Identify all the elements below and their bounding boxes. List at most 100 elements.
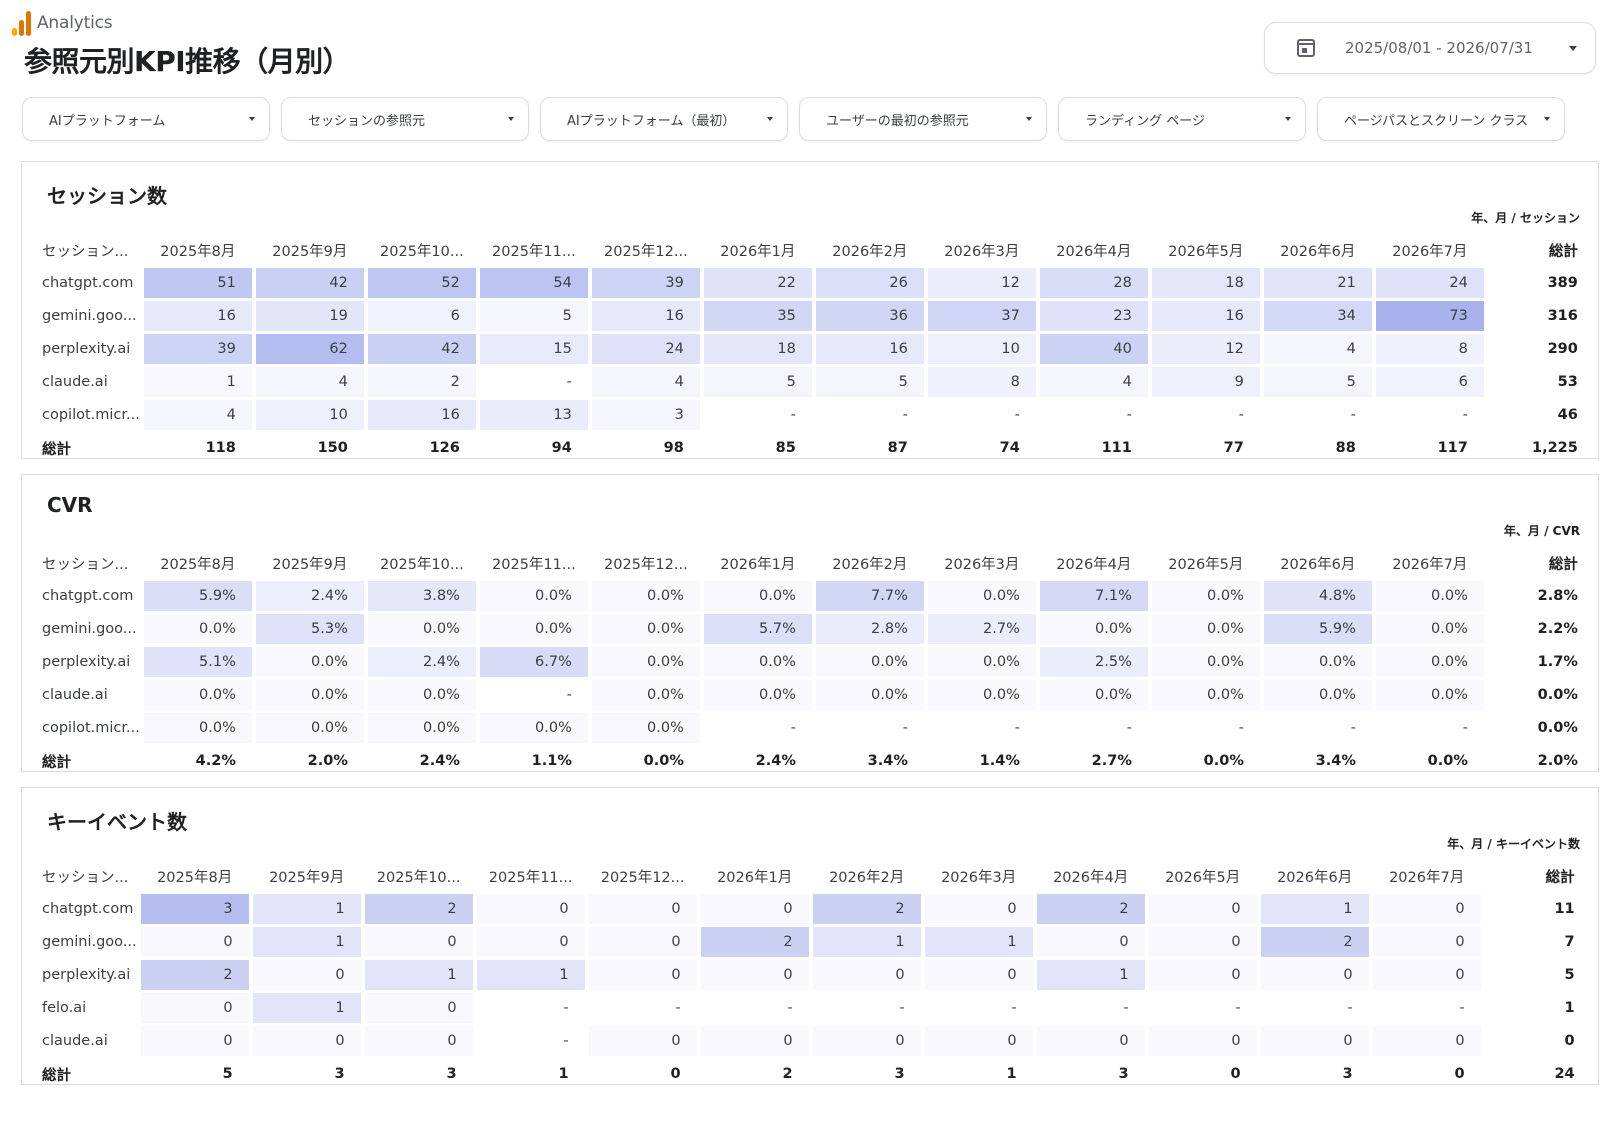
data-cell: 1 xyxy=(1036,960,1145,990)
column-header[interactable]: 2025年12... xyxy=(604,243,688,260)
data-cell: 0.0% xyxy=(927,647,1036,677)
data-cell: 9 xyxy=(1151,367,1260,397)
data-cell: - xyxy=(1459,1000,1465,1016)
column-header[interactable]: 総計 xyxy=(1548,556,1578,573)
column-header[interactable]: セッション... xyxy=(42,243,129,260)
data-cell: 0 xyxy=(140,993,249,1023)
filter-landing-page[interactable]: ランディング ページ xyxy=(1058,97,1306,141)
app-header: Analytics xyxy=(12,10,113,36)
column-header[interactable]: 2025年8月 xyxy=(160,243,236,260)
data-cell: 0.0% xyxy=(1263,680,1372,710)
data-cell: 37 xyxy=(927,301,1036,331)
column-header[interactable]: 2026年5月 xyxy=(1168,556,1244,573)
column-header[interactable]: 2025年9月 xyxy=(272,243,348,260)
column-header[interactable]: 2025年9月 xyxy=(272,556,348,573)
data-cell: 0 xyxy=(1036,927,1145,957)
data-cell: 0.0% xyxy=(367,713,476,743)
column-header[interactable]: 2026年3月 xyxy=(941,869,1017,886)
column-header[interactable]: 総計 xyxy=(1545,869,1575,886)
column-header[interactable]: 2025年12... xyxy=(604,556,688,573)
column-header[interactable]: 2026年4月 xyxy=(1053,869,1129,886)
data-cell: 1 xyxy=(812,927,921,957)
column-header[interactable]: 2025年9月 xyxy=(269,869,345,886)
column-header[interactable]: 2026年4月 xyxy=(1056,556,1132,573)
analytics-logo-icon xyxy=(12,10,31,36)
filter-ai-platform-first[interactable]: AIプラットフォーム（最初） xyxy=(540,97,788,141)
data-cell: 16 xyxy=(367,400,476,430)
data-cell: 35 xyxy=(703,301,812,331)
data-cell: 0 xyxy=(1260,960,1369,990)
column-header[interactable]: 2026年6月 xyxy=(1277,869,1353,886)
column-header[interactable]: セッション... xyxy=(42,869,129,886)
column-header[interactable]: 2026年7月 xyxy=(1389,869,1465,886)
filter-session-source[interactable]: セッションの参照元 xyxy=(281,97,529,141)
column-header[interactable]: 2026年3月 xyxy=(944,243,1020,260)
column-header[interactable]: 2025年12... xyxy=(600,869,685,886)
column-header[interactable]: 2026年6月 xyxy=(1280,243,1356,260)
filter-page-path[interactable]: ページパスとスクリーン クラス xyxy=(1317,97,1565,141)
grand-total-cell: 24 xyxy=(1554,1066,1575,1082)
total-cell: 1 xyxy=(558,1066,569,1082)
total-cell: 3.4% xyxy=(1315,753,1356,769)
column-header[interactable]: 2026年6月 xyxy=(1280,556,1356,573)
column-header[interactable]: 2026年5月 xyxy=(1168,243,1244,260)
column-header[interactable]: 2025年11... xyxy=(492,556,576,573)
data-cell: 0.0% xyxy=(367,614,476,644)
date-range-picker[interactable]: 2025/08/01 - 2026/07/31 xyxy=(1264,22,1596,74)
total-cell: 94 xyxy=(551,440,572,456)
total-row-label: 総計 xyxy=(42,1067,71,1084)
column-header[interactable]: 2026年1月 xyxy=(720,556,796,573)
column-header[interactable]: 2026年2月 xyxy=(829,869,905,886)
data-cell: 0.0% xyxy=(1375,614,1484,644)
column-header[interactable]: セッション... xyxy=(42,556,129,573)
chevron-down-icon xyxy=(1026,117,1032,121)
column-header[interactable]: 総計 xyxy=(1548,243,1578,260)
data-cell: - xyxy=(1462,720,1468,736)
column-header[interactable]: 2026年2月 xyxy=(832,556,908,573)
data-cell: - xyxy=(899,1000,905,1016)
column-header[interactable]: 2025年11... xyxy=(492,243,576,260)
data-cell: 0.0% xyxy=(479,713,588,743)
data-cell: 8 xyxy=(1375,334,1484,364)
column-header[interactable]: 2026年4月 xyxy=(1056,243,1132,260)
data-cell: 0 xyxy=(1148,960,1257,990)
data-cell: 1 xyxy=(252,993,361,1023)
logo-bar-2 xyxy=(19,20,24,36)
table-row: gemini.goo... 0 1 0 0 0 2 1 1 0 0 2 0 7 xyxy=(38,927,1579,957)
data-cell: 5 xyxy=(703,367,812,397)
data-cell: 0.0% xyxy=(927,680,1036,710)
data-cell: 18 xyxy=(1151,268,1260,298)
logo-bar-3 xyxy=(26,11,31,36)
total-cell: 1 xyxy=(1006,1066,1017,1082)
row-label: felo.ai xyxy=(42,1000,87,1016)
column-header[interactable]: 2025年11... xyxy=(488,869,573,886)
data-cell: 0 xyxy=(1260,1026,1369,1056)
column-header[interactable]: 2026年2月 xyxy=(832,243,908,260)
filter-first-user-source[interactable]: ユーザーの最初の参照元 xyxy=(799,97,1047,141)
column-header[interactable]: 2025年10... xyxy=(380,243,464,260)
column-header[interactable]: 2025年10... xyxy=(376,869,461,886)
data-cell: 39 xyxy=(591,268,700,298)
data-cell: 19 xyxy=(255,301,364,331)
column-header[interactable]: 2026年7月 xyxy=(1392,243,1468,260)
column-header[interactable]: 2026年1月 xyxy=(720,243,796,260)
data-cell: 0.0% xyxy=(1375,647,1484,677)
data-cell: 1 xyxy=(252,894,361,924)
column-header[interactable]: 2026年7月 xyxy=(1392,556,1468,573)
total-cell: 88 xyxy=(1335,440,1356,456)
column-header[interactable]: 2025年8月 xyxy=(157,869,233,886)
column-header[interactable]: 2026年3月 xyxy=(944,556,1020,573)
data-cell: 3 xyxy=(140,894,249,924)
total-row-label: 総計 xyxy=(42,754,71,771)
data-cell: 0 xyxy=(812,960,921,990)
data-cell: 1 xyxy=(143,367,252,397)
table-row: claude.ai 0.0% 0.0% 0.0% -0.0% 0.0% 0.0% 0.0% 0.… xyxy=(38,680,1582,710)
column-header[interactable]: 2025年10... xyxy=(380,556,464,573)
column-header[interactable]: 2026年5月 xyxy=(1165,869,1241,886)
column-header[interactable]: 2026年1月 xyxy=(717,869,793,886)
data-cell: 0.0% xyxy=(703,581,812,611)
data-cell: 0.0% xyxy=(255,680,364,710)
data-cell: 0 xyxy=(588,1026,697,1056)
filter-ai-platform[interactable]: AIプラットフォーム xyxy=(22,97,270,141)
column-header[interactable]: 2025年8月 xyxy=(160,556,236,573)
